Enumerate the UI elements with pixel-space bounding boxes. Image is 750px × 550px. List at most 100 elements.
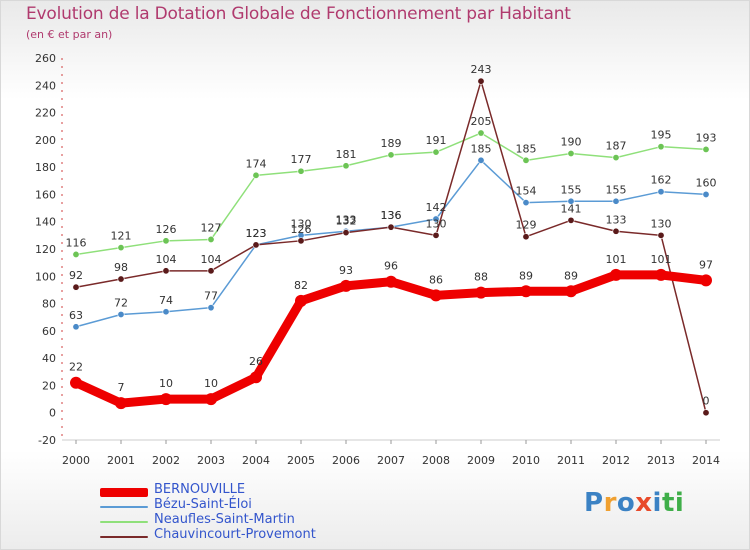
data-point [387,223,395,231]
data-label: 187 [606,140,627,153]
y-tick-label: 80 [42,298,56,311]
data-label: 193 [696,131,717,144]
data-point [702,409,710,417]
data-label: 160 [696,176,717,189]
x-tick-label: 2012 [602,454,630,467]
data-point [117,244,125,252]
x-tick-label: 2003 [197,454,225,467]
data-point [387,151,395,159]
data-point [385,275,397,288]
data-point [342,162,350,170]
data-point [655,268,667,281]
data-label: 191 [426,134,447,147]
data-point [612,197,620,205]
data-label: 130 [426,217,447,230]
data-point [72,250,80,258]
data-point [657,188,665,196]
data-label: 126 [156,223,177,236]
data-point [72,283,80,291]
data-label: 130 [651,217,672,230]
x-tick-label: 2010 [512,454,540,467]
data-label: 82 [294,279,308,292]
data-label: 93 [339,264,353,277]
data-label: 174 [246,157,267,170]
data-point [250,371,262,384]
data-label: 101 [606,253,627,266]
data-label: 136 [381,209,402,222]
data-label: 243 [471,63,492,76]
data-label: 86 [429,273,443,286]
data-label: 132 [336,215,357,228]
data-label: 189 [381,137,402,150]
data-label: 136 [381,209,402,222]
data-point [205,393,217,406]
data-point [207,235,215,243]
data-point [340,279,352,292]
data-point [162,267,170,275]
data-point [612,154,620,162]
data-label: 72 [114,296,128,309]
y-tick-label: 60 [42,325,56,338]
data-point [567,197,575,205]
data-label: 89 [564,269,578,282]
y-tick-label: 40 [42,352,56,365]
data-point [252,171,260,179]
data-point [475,286,487,299]
data-point [297,167,305,175]
chart-subtitle: (en € et par an) [26,28,113,41]
legend-label: BERNOUVILLE [154,482,246,497]
data-label: 155 [561,183,582,196]
y-tick-label: 260 [35,52,56,65]
chart-title: Evolution de la Dotation Globale de Fonc… [26,4,571,24]
data-label: 141 [561,202,582,215]
x-tick-label: 2002 [152,454,180,467]
data-point [342,229,350,237]
data-point [657,231,665,239]
data-point [520,285,532,298]
data-point [117,275,125,283]
data-point [432,215,440,223]
data-label: 97 [699,258,713,271]
data-point [567,216,575,224]
legend-label: Chauvincourt-Provemont [154,527,316,542]
x-tick-label: 2000 [62,454,90,467]
data-label: 7 [118,381,125,394]
data-point [160,393,172,406]
data-label: 154 [516,185,537,198]
y-tick-label: 140 [35,216,56,229]
data-label: 162 [651,174,672,187]
y-tick-label: 120 [35,243,56,256]
data-label: 177 [291,153,312,166]
data-label: 26 [249,355,263,368]
x-tick-label: 2005 [287,454,315,467]
data-label: 127 [201,221,222,234]
data-label: 88 [474,271,488,284]
legend-swatch [100,536,148,538]
data-label: 190 [561,136,582,149]
legend-swatch [100,521,148,523]
data-point [612,227,620,235]
data-label: 0 [703,395,710,408]
legend-label: Neaufles-Saint-Martin [154,512,295,527]
data-point [522,199,530,207]
data-label: 63 [69,309,83,322]
data-label: 10 [159,377,173,390]
x-tick-label: 2001 [107,454,135,467]
data-point [522,233,530,241]
data-label: 126 [291,223,312,236]
data-point [610,268,622,281]
data-label: 77 [204,290,218,303]
legend-swatch [100,487,148,497]
x-tick-label: 2013 [647,454,675,467]
data-point [295,294,307,307]
data-label: 101 [651,253,672,266]
data-label: 181 [336,148,357,161]
data-label: 89 [519,269,533,282]
data-label: 133 [336,213,357,226]
data-point [522,156,530,164]
data-label: 123 [246,227,267,240]
series-line-chauvincourt-provemont [75,80,707,414]
data-point [432,148,440,156]
data-label: 185 [471,142,492,155]
data-point [252,241,260,249]
